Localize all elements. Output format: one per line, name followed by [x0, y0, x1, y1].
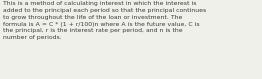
Text: This is a method of calculating interest in which the interest is
added to the p: This is a method of calculating interest…: [3, 1, 206, 40]
